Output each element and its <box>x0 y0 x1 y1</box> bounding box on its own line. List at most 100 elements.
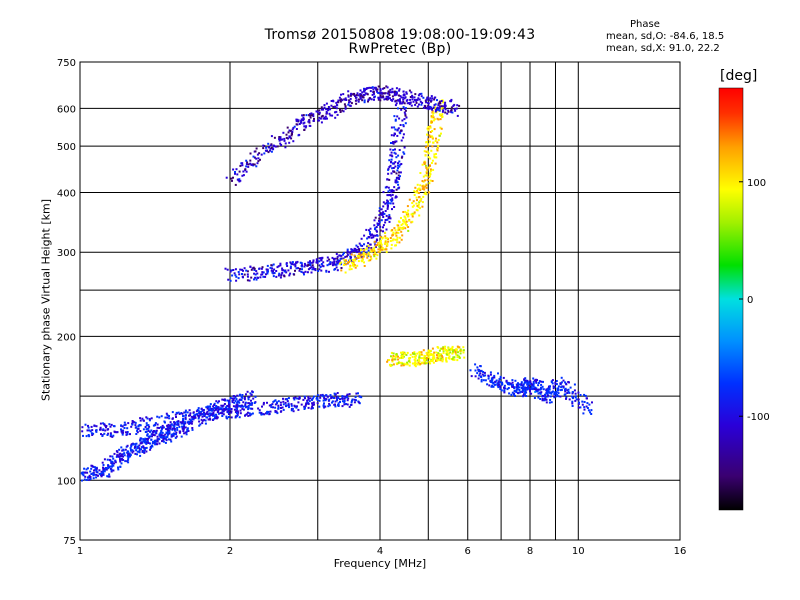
data-point <box>312 115 315 118</box>
data-point <box>288 129 291 132</box>
data-point <box>436 356 439 359</box>
data-point <box>516 392 519 394</box>
data-point <box>503 389 506 392</box>
data-point <box>397 174 400 177</box>
data-point <box>146 417 149 420</box>
data-point <box>325 110 328 113</box>
data-point <box>237 411 240 414</box>
data-point <box>422 180 425 183</box>
data-point <box>476 366 479 369</box>
data-point <box>292 397 295 400</box>
data-point <box>197 409 200 412</box>
data-point <box>407 209 410 212</box>
data-point <box>418 351 421 354</box>
data-point <box>304 126 307 129</box>
data-point <box>378 219 380 222</box>
data-point <box>537 396 540 399</box>
data-point <box>435 354 438 357</box>
data-point <box>517 385 520 388</box>
data-point <box>436 141 439 144</box>
data-point <box>502 376 505 379</box>
data-point <box>380 219 383 222</box>
data-point <box>255 157 258 160</box>
data-point <box>537 384 540 387</box>
data-point <box>81 479 83 482</box>
data-point <box>290 134 293 137</box>
data-point <box>462 349 465 352</box>
data-point <box>252 397 255 400</box>
data-point <box>153 424 156 427</box>
data-point <box>359 95 362 98</box>
data-point <box>156 440 159 443</box>
data-point <box>446 350 449 353</box>
data-point <box>102 422 105 425</box>
data-point <box>123 421 126 424</box>
data-point <box>288 274 291 277</box>
data-point <box>489 373 492 376</box>
data-point <box>533 388 536 391</box>
data-point <box>401 353 404 356</box>
data-point <box>245 393 247 396</box>
data-point <box>429 97 432 100</box>
data-point <box>145 430 148 433</box>
data-point <box>343 264 346 266</box>
data-point <box>197 414 199 417</box>
data-point <box>394 229 397 232</box>
data-point <box>427 102 430 105</box>
data-point <box>241 405 244 408</box>
data-point <box>331 256 334 259</box>
data-point <box>195 413 198 416</box>
data-point <box>532 381 535 383</box>
data-point <box>266 401 268 404</box>
data-point <box>213 414 216 417</box>
data-point <box>425 186 428 189</box>
data-point <box>451 345 454 348</box>
data-point <box>343 258 346 261</box>
data-point <box>394 196 397 199</box>
data-point <box>328 263 331 266</box>
data-point <box>124 448 127 451</box>
data-point <box>126 433 129 436</box>
data-point <box>110 462 113 464</box>
data-point <box>133 447 136 450</box>
data-point <box>116 451 119 454</box>
data-point <box>545 401 548 404</box>
data-point <box>414 359 417 362</box>
data-point <box>376 244 379 246</box>
data-point <box>376 254 379 257</box>
data-point <box>434 106 437 109</box>
data-point <box>126 460 129 463</box>
data-point <box>431 353 434 356</box>
data-point <box>555 380 558 382</box>
data-point <box>203 415 206 417</box>
data-point <box>402 220 405 222</box>
data-point <box>447 109 450 112</box>
data-point <box>216 416 219 419</box>
data-point <box>239 179 242 182</box>
data-point <box>393 206 396 208</box>
data-point <box>136 431 139 434</box>
data-point <box>160 434 163 437</box>
data-point <box>239 412 242 415</box>
data-point <box>425 98 428 101</box>
data-point <box>522 394 525 397</box>
data-point <box>480 369 483 372</box>
data-point <box>286 398 288 401</box>
data-point <box>399 226 401 229</box>
data-point <box>322 117 325 120</box>
data-point <box>520 383 523 386</box>
data-point <box>119 460 122 463</box>
data-point <box>318 260 321 263</box>
data-point <box>336 113 339 116</box>
data-point <box>83 467 86 470</box>
data-point <box>390 134 393 137</box>
data-point <box>306 271 309 274</box>
data-point <box>346 393 349 396</box>
y-tick-label: 75 <box>63 536 76 547</box>
data-point <box>95 476 98 479</box>
data-point <box>497 372 499 375</box>
data-point <box>123 452 126 455</box>
data-point <box>387 194 390 197</box>
data-point <box>425 193 428 196</box>
data-point <box>564 390 567 393</box>
